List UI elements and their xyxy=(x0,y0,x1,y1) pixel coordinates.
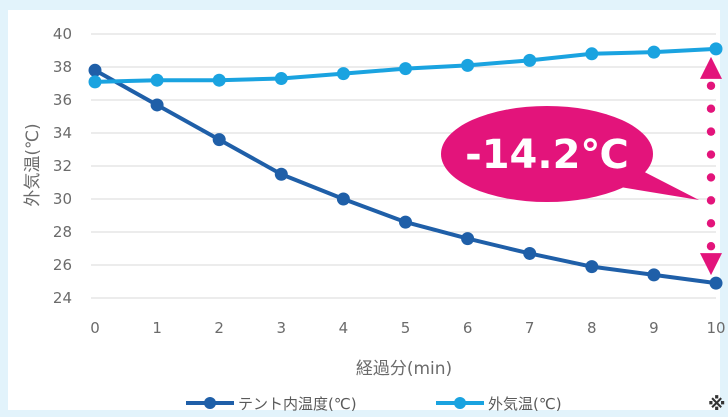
annotation-dot xyxy=(706,196,716,205)
annotation-arrow-down xyxy=(700,253,722,276)
y-tick-label: 38 xyxy=(53,58,72,76)
x-tick-label: 0 xyxy=(90,319,100,337)
difference-annotation: -14.2℃ xyxy=(441,56,722,276)
data-point xyxy=(461,58,475,72)
data-point xyxy=(150,98,164,112)
x-tick-label: 5 xyxy=(401,319,411,337)
data-point xyxy=(399,62,412,76)
x-tick-label: 2 xyxy=(214,319,224,337)
data-point xyxy=(150,73,164,87)
data-point xyxy=(523,53,537,67)
grid-lines xyxy=(91,33,716,299)
legend-label-series-1: テント内温度(℃) xyxy=(238,395,357,413)
annotation-dot xyxy=(706,127,716,136)
data-point xyxy=(585,260,599,274)
data-point xyxy=(212,73,226,87)
annotation-dot xyxy=(706,242,716,251)
y-tick-label: 32 xyxy=(53,157,72,175)
y-tick-label: 40 xyxy=(53,25,72,43)
y-tick-label: 26 xyxy=(53,256,72,274)
x-tick-label: 4 xyxy=(339,319,349,337)
y-tick-label: 24 xyxy=(53,289,72,307)
x-tick-labels: 0 1 2 3 4 5 6 7 8 9 10 xyxy=(90,319,725,337)
data-point xyxy=(647,268,661,282)
data-point xyxy=(461,232,475,246)
annotation-dot xyxy=(706,219,716,228)
data-point xyxy=(709,42,723,56)
legend-marker-series-1 xyxy=(204,397,216,409)
data-point xyxy=(585,47,599,61)
y-tick-label: 30 xyxy=(53,190,72,208)
data-point xyxy=(88,75,102,89)
chart-panel xyxy=(8,10,720,410)
y-tick-labels: 24 26 28 30 32 34 36 38 40 xyxy=(53,25,72,307)
y-axis-title: 外気温(℃) xyxy=(23,123,43,206)
footnote-mark: ※ xyxy=(708,394,726,415)
legend: テント内温度(℃) 外気温(℃) xyxy=(186,395,562,413)
x-axis-title: 経過分(min) xyxy=(356,359,452,379)
y-tick-label: 28 xyxy=(53,223,72,241)
data-point xyxy=(212,133,226,147)
annotation-dot xyxy=(706,104,716,113)
annotation-arrow-up xyxy=(700,56,722,79)
data-point xyxy=(523,246,537,260)
annotation-dot xyxy=(706,173,716,182)
x-tick-label: 1 xyxy=(152,319,162,337)
data-point xyxy=(709,276,723,290)
series-layer xyxy=(88,42,723,290)
x-tick-label: 3 xyxy=(277,319,287,337)
x-tick-label: 7 xyxy=(525,319,535,337)
x-tick-label: 9 xyxy=(649,319,659,337)
data-point xyxy=(336,192,350,206)
data-point xyxy=(399,215,412,229)
data-point xyxy=(336,67,350,81)
x-tick-label: 8 xyxy=(587,319,597,337)
difference-label: -14.2℃ xyxy=(465,132,629,178)
annotation-dot xyxy=(706,81,716,90)
legend-marker-series-2 xyxy=(454,397,466,409)
data-point xyxy=(88,63,102,77)
y-tick-label: 34 xyxy=(53,124,72,142)
x-tick-label: 6 xyxy=(463,319,473,337)
legend-label-series-2: 外気温(℃) xyxy=(488,395,562,413)
difference-badge xyxy=(441,106,653,202)
annotation-dot xyxy=(706,150,716,159)
data-point xyxy=(274,72,288,86)
x-tick-label: 10 xyxy=(706,319,725,337)
data-point xyxy=(647,45,661,59)
y-tick-label: 36 xyxy=(53,91,72,109)
data-point xyxy=(274,167,288,181)
